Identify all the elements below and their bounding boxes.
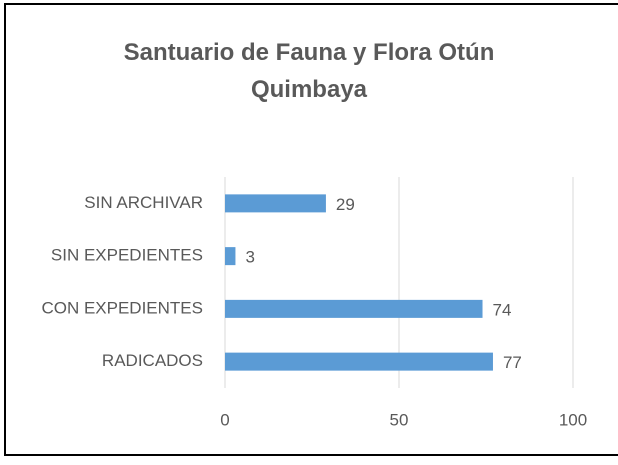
y-tick-label: RADICADOS	[102, 351, 203, 370]
value-label: 3	[245, 248, 254, 267]
x-tick-label: 100	[559, 410, 587, 429]
x-tick-label: 50	[390, 410, 409, 429]
value-label: 29	[336, 195, 355, 214]
x-tick-label: 0	[220, 410, 229, 429]
chart-title: Santuario de Fauna y Flora Otún Quimbaya	[123, 39, 495, 103]
y-tick-label: SIN EXPEDIENTES	[51, 246, 203, 265]
frame	[4, 3, 618, 456]
y-tick-label: SIN ARCHIVAR	[84, 193, 203, 212]
value-label: 74	[493, 300, 512, 319]
bar	[225, 194, 326, 213]
bar	[225, 352, 493, 371]
value-label: 77	[503, 353, 522, 372]
bar	[225, 247, 236, 266]
y-tick-label: CON EXPEDIENTES	[41, 298, 203, 317]
bar	[225, 299, 483, 318]
